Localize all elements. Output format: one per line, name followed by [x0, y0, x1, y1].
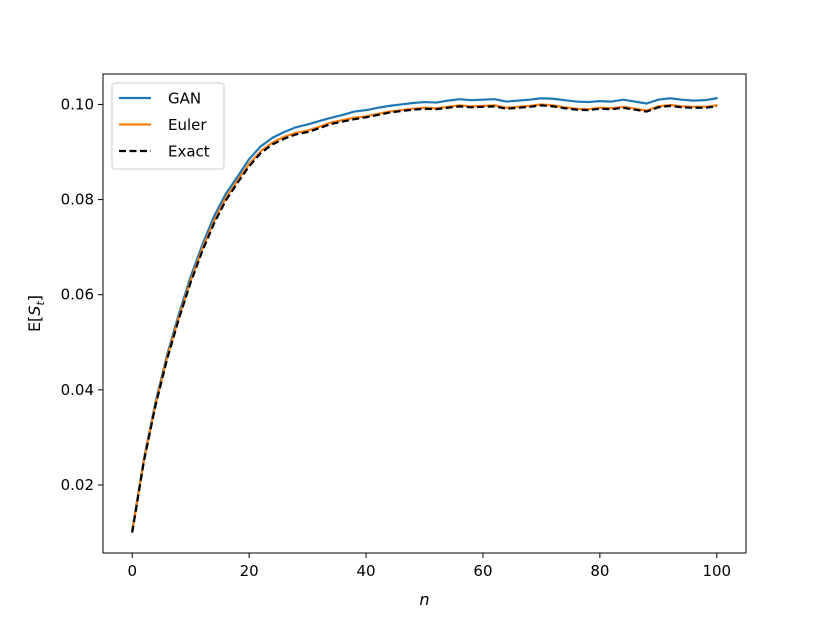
y-axis: 0.02 0.04 0.06 0.08 0.10: [61, 95, 103, 494]
y-axis-label: E[St]: [25, 295, 47, 332]
axes-frame: [102, 73, 747, 554]
y-tick-label: 0.02: [61, 476, 94, 494]
x-axis: 0 20 40 60 80 100: [127, 553, 731, 580]
y-axis-label-prefix: E[: [25, 316, 44, 332]
y-axis-label-symbol: S: [25, 306, 44, 316]
x-tick-label: 100: [702, 562, 731, 580]
legend-label-exact: Exact: [168, 143, 210, 161]
y-axis-label-subscript: t: [34, 301, 47, 306]
x-tick-label: 0: [127, 562, 137, 580]
x-tick-label: 80: [590, 562, 609, 580]
y-tick-label: 0.10: [61, 95, 94, 113]
series-line-exact: [131, 104, 717, 533]
x-tick-label: 60: [473, 562, 492, 580]
legend-label-euler: Euler: [168, 116, 207, 134]
x-tick-label: 40: [356, 562, 375, 580]
y-tick-label: 0.06: [61, 286, 94, 304]
x-tick-label: 20: [240, 562, 259, 580]
y-tick-label: 0.08: [61, 191, 94, 209]
legend-box: [111, 82, 225, 170]
plot-area: [131, 97, 718, 533]
y-axis-label-suffix: ]: [25, 295, 44, 301]
x-axis-label: n: [419, 590, 429, 609]
y-tick-label: 0.04: [61, 381, 94, 399]
legend-label-gan: GAN: [168, 90, 201, 108]
legend: GAN Euler Exact: [111, 82, 225, 170]
series-line-gan: [131, 97, 718, 532]
